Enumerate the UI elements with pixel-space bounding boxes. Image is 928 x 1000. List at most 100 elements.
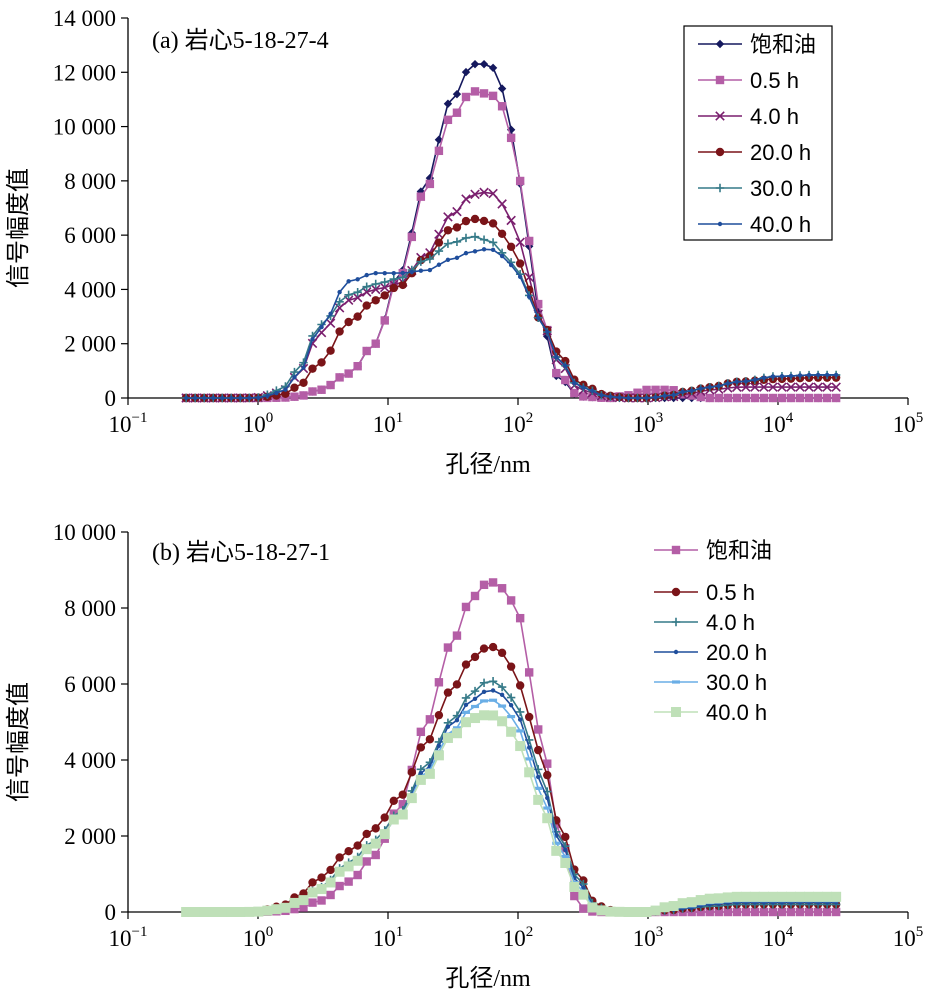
legend-marker — [673, 649, 679, 655]
data-point — [388, 814, 399, 825]
data-point — [409, 269, 415, 275]
data-point — [362, 346, 371, 356]
data-point — [533, 794, 544, 805]
x-tick-label: 105 — [893, 410, 924, 437]
data-point — [407, 768, 417, 777]
data-point — [397, 809, 408, 820]
data-point — [570, 891, 579, 901]
data-point — [777, 382, 787, 392]
data-point — [669, 386, 678, 395]
data-point — [445, 257, 451, 262]
data-point — [379, 829, 390, 840]
data-point — [461, 92, 471, 102]
data-point — [707, 384, 712, 390]
data-point — [317, 873, 326, 882]
x-tick-base: 10 — [243, 412, 266, 437]
data-point — [671, 392, 676, 398]
x-tick-base: 10 — [893, 926, 916, 951]
data-point — [310, 337, 315, 342]
data-point — [344, 290, 353, 300]
legend-item: 饱和油 — [698, 32, 816, 57]
data-point — [416, 192, 426, 201]
data-point — [370, 838, 381, 849]
data-point — [208, 907, 219, 917]
data-point — [290, 904, 299, 914]
data-point — [226, 907, 237, 917]
data-point — [635, 395, 640, 401]
data-point — [379, 282, 390, 293]
data-point — [299, 378, 308, 387]
data-point — [642, 385, 651, 395]
data-point — [253, 906, 264, 917]
data-point — [569, 881, 580, 892]
data-point — [391, 270, 396, 276]
data-point — [461, 194, 471, 204]
data-point — [370, 284, 381, 295]
data-point — [382, 270, 387, 276]
data-point — [362, 301, 371, 310]
legend: 饱和油 0.5 h 4.0 h 20.0 h 30.0 h 40.0 h — [654, 538, 802, 738]
data-point — [479, 216, 489, 226]
data-point — [371, 279, 380, 289]
data-point — [785, 891, 796, 902]
data-point — [536, 774, 541, 780]
data-point — [425, 735, 435, 744]
data-point — [524, 767, 535, 778]
data-point — [497, 716, 508, 727]
data-point — [362, 829, 371, 839]
data-point — [353, 312, 362, 321]
data-point — [497, 584, 507, 593]
data-point — [499, 692, 505, 698]
data-point — [804, 907, 814, 917]
legend-marker — [672, 680, 680, 684]
data-point — [389, 274, 398, 284]
data-point — [452, 206, 462, 217]
data-point — [380, 291, 389, 300]
data-point — [506, 726, 517, 737]
data-point — [623, 907, 634, 917]
legend-marker — [715, 75, 725, 85]
data-point — [334, 866, 345, 877]
legend-label: 20.0 h — [750, 140, 811, 165]
data-point — [725, 381, 730, 386]
data-point — [326, 890, 335, 900]
data-point — [470, 713, 481, 724]
data-point — [687, 391, 696, 400]
data-point — [534, 745, 543, 755]
data-point — [561, 832, 570, 842]
data-point — [362, 857, 371, 866]
data-point — [517, 717, 523, 722]
data-point — [506, 596, 516, 605]
y-axis-label: 信号幅度值 — [5, 682, 32, 802]
data-point — [344, 317, 353, 327]
data-point — [352, 292, 363, 303]
data-point — [786, 393, 796, 403]
data-point — [470, 232, 480, 241]
data-point — [788, 373, 794, 379]
data-point — [815, 372, 821, 378]
x-tick-exponent: 3 — [656, 410, 664, 426]
data-point — [776, 891, 787, 902]
data-point — [561, 854, 570, 859]
data-point — [714, 907, 723, 917]
data-point — [534, 725, 543, 734]
x-tick-exponent: 0 — [266, 410, 274, 426]
x-axis-label: 孔径/nm — [445, 965, 531, 992]
data-point — [247, 395, 252, 401]
data-point — [786, 382, 796, 392]
data-point — [443, 212, 453, 222]
data-point — [443, 239, 453, 248]
data-point — [570, 388, 579, 398]
data-point — [488, 63, 498, 73]
data-point — [290, 367, 299, 377]
data-point — [831, 382, 841, 392]
data-point — [479, 644, 489, 653]
legend-label: 30.0 h — [706, 670, 767, 695]
x-tick-label: 102 — [503, 410, 534, 437]
legend-item: 30.0 h — [698, 176, 811, 201]
legend-item: 饱和油 — [654, 538, 772, 563]
data-point — [695, 895, 706, 906]
data-point — [418, 268, 424, 273]
data-point — [470, 686, 480, 696]
